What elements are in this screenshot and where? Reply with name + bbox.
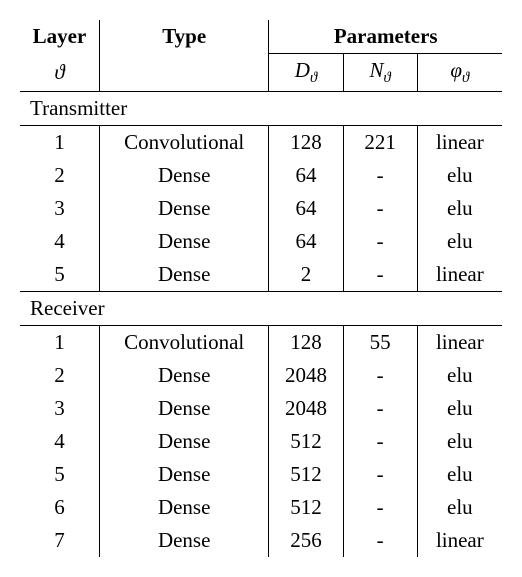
header-n-theta: Nϑ <box>343 54 417 92</box>
header-d-theta: Dϑ <box>269 54 343 92</box>
table-row: 3Dense64-elu <box>20 192 502 225</box>
header-type-empty <box>99 54 268 92</box>
cell-type: Dense <box>99 359 268 392</box>
cell-type: Dense <box>99 458 268 491</box>
table-row: 6Dense512-elu <box>20 491 502 524</box>
cell-phi: elu <box>417 159 502 192</box>
cell-phi: elu <box>417 359 502 392</box>
cell-d: 128 <box>269 126 343 160</box>
cell-phi: linear <box>417 258 502 292</box>
cell-n: - <box>343 258 417 292</box>
network-architecture-table: Layer Type Parameters ϑ Dϑ Nϑ φϑ Transmi… <box>20 20 502 557</box>
cell-n: - <box>343 192 417 225</box>
cell-d: 64 <box>269 159 343 192</box>
cell-d: 2 <box>269 258 343 292</box>
cell-n: - <box>343 225 417 258</box>
cell-layer: 2 <box>20 359 99 392</box>
cell-n: - <box>343 425 417 458</box>
cell-d: 2048 <box>269 359 343 392</box>
cell-phi: linear <box>417 126 502 160</box>
cell-d: 512 <box>269 425 343 458</box>
section-title: Receiver <box>20 292 502 326</box>
cell-d: 512 <box>269 458 343 491</box>
cell-type: Convolutional <box>99 326 268 360</box>
section-title: Transmitter <box>20 92 502 126</box>
cell-layer: 2 <box>20 159 99 192</box>
header-parameters: Parameters <box>269 20 502 54</box>
header-layer: Layer <box>20 20 99 54</box>
table-body: Transmitter1Convolutional128221linear2De… <box>20 92 502 558</box>
table-row: 2Dense2048-elu <box>20 359 502 392</box>
cell-d: 2048 <box>269 392 343 425</box>
cell-type: Dense <box>99 491 268 524</box>
cell-layer: 7 <box>20 524 99 557</box>
cell-d: 512 <box>269 491 343 524</box>
cell-d: 64 <box>269 225 343 258</box>
cell-d: 256 <box>269 524 343 557</box>
cell-layer: 1 <box>20 326 99 360</box>
cell-type: Convolutional <box>99 126 268 160</box>
section-header-row: Transmitter <box>20 92 502 126</box>
table-row: 1Convolutional128221linear <box>20 126 502 160</box>
cell-phi: elu <box>417 392 502 425</box>
cell-layer: 4 <box>20 225 99 258</box>
cell-d: 64 <box>269 192 343 225</box>
cell-n: 221 <box>343 126 417 160</box>
header-phi-theta: φϑ <box>417 54 502 92</box>
cell-layer: 4 <box>20 425 99 458</box>
cell-layer: 6 <box>20 491 99 524</box>
cell-phi: elu <box>417 192 502 225</box>
cell-type: Dense <box>99 159 268 192</box>
section-header-row: Receiver <box>20 292 502 326</box>
cell-layer: 5 <box>20 458 99 491</box>
cell-n: - <box>343 392 417 425</box>
header-type: Type <box>99 20 268 54</box>
cell-phi: elu <box>417 491 502 524</box>
cell-type: Dense <box>99 258 268 292</box>
table-row: 2Dense64-elu <box>20 159 502 192</box>
cell-n: - <box>343 159 417 192</box>
cell-n: 55 <box>343 326 417 360</box>
cell-phi: linear <box>417 524 502 557</box>
cell-type: Dense <box>99 524 268 557</box>
cell-phi: linear <box>417 326 502 360</box>
table-row: 4Dense64-elu <box>20 225 502 258</box>
cell-phi: elu <box>417 425 502 458</box>
table-row: 5Dense512-elu <box>20 458 502 491</box>
cell-n: - <box>343 524 417 557</box>
table-row: 7Dense256-linear <box>20 524 502 557</box>
header-row-main: Layer Type Parameters <box>20 20 502 54</box>
cell-layer: 3 <box>20 192 99 225</box>
cell-type: Dense <box>99 225 268 258</box>
cell-phi: elu <box>417 225 502 258</box>
cell-type: Dense <box>99 425 268 458</box>
table-row: 4Dense512-elu <box>20 425 502 458</box>
cell-d: 128 <box>269 326 343 360</box>
cell-layer: 1 <box>20 126 99 160</box>
cell-n: - <box>343 491 417 524</box>
cell-layer: 5 <box>20 258 99 292</box>
table-row: 3Dense2048-elu <box>20 392 502 425</box>
cell-n: - <box>343 359 417 392</box>
cell-type: Dense <box>99 192 268 225</box>
cell-n: - <box>343 458 417 491</box>
table-row: 1Convolutional12855linear <box>20 326 502 360</box>
header-row-sub: ϑ Dϑ Nϑ φϑ <box>20 54 502 92</box>
cell-layer: 3 <box>20 392 99 425</box>
cell-type: Dense <box>99 392 268 425</box>
table-row: 5Dense2-linear <box>20 258 502 292</box>
cell-phi: elu <box>417 458 502 491</box>
header-theta: ϑ <box>20 54 99 92</box>
